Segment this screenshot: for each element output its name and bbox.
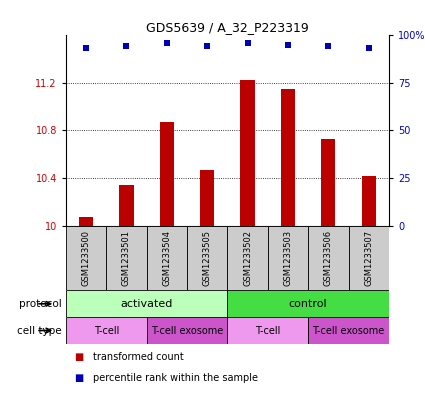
Point [163,39,170,46]
Text: T-cell exosome: T-cell exosome [151,325,223,336]
Text: control: control [289,299,327,309]
Text: cell type: cell type [17,325,62,336]
Bar [187,226,227,290]
Text: GSM1233502: GSM1233502 [243,230,252,286]
Bar [362,176,376,226]
Point [365,45,372,51]
Text: T-cell: T-cell [255,325,280,336]
Bar [200,170,214,226]
Text: ■: ■ [74,373,84,383]
Bar [268,226,308,290]
Bar [79,217,93,226]
Bar [241,80,255,226]
Text: T-cell exosome: T-cell exosome [312,325,385,336]
Text: transformed count: transformed count [94,353,184,362]
Bar [308,226,348,290]
Bar [147,226,187,290]
Text: activated: activated [120,299,173,309]
Bar [227,317,308,344]
Point [82,45,89,51]
Bar [66,290,227,317]
Bar [147,317,227,344]
Bar [106,226,147,290]
Text: GSM1233504: GSM1233504 [162,230,171,286]
Text: GSM1233506: GSM1233506 [324,230,333,286]
Text: GSM1233500: GSM1233500 [82,230,91,286]
Bar [308,317,389,344]
Bar [321,139,335,226]
Bar [119,185,133,226]
Text: T-cell: T-cell [94,325,119,336]
Text: GSM1233507: GSM1233507 [364,230,373,286]
Bar [227,290,389,317]
Text: GSM1233501: GSM1233501 [122,230,131,286]
Title: GDS5639 / A_32_P223319: GDS5639 / A_32_P223319 [146,21,309,34]
Text: GSM1233503: GSM1233503 [283,230,292,286]
Bar [348,226,389,290]
Text: GSM1233505: GSM1233505 [203,230,212,286]
Bar [66,226,106,290]
Text: percentile rank within the sample: percentile rank within the sample [94,373,258,383]
Bar [66,317,147,344]
Bar [160,122,174,226]
Bar [227,226,268,290]
Bar [281,88,295,226]
Text: ■: ■ [74,353,84,362]
Text: protocol: protocol [19,299,62,309]
Point [204,43,210,50]
Point [325,43,332,50]
Point [244,39,251,46]
Point [285,41,292,48]
Point [123,43,130,50]
